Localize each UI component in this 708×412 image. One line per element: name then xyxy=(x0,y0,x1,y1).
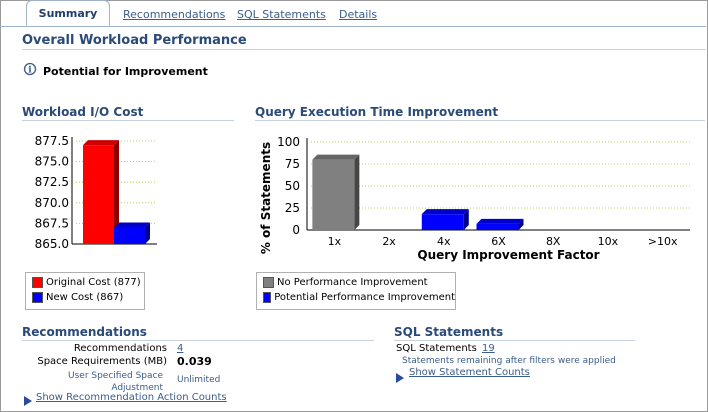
y-tick-label: 870.0 xyxy=(35,196,69,210)
query-time-bar xyxy=(312,159,355,230)
query-time-bar-top xyxy=(476,218,524,224)
query-time-bar xyxy=(421,214,464,230)
legend-label: No Performance Improvement xyxy=(277,277,428,288)
user-space-value: Unlimited xyxy=(177,375,221,385)
legend-item-potential-improvement: Potential Performance Improvement xyxy=(257,290,455,305)
original-cost-swatch xyxy=(32,277,43,288)
io-cost-bar-top xyxy=(83,140,119,146)
sql-rule xyxy=(394,340,635,341)
y-tick-label: 100 xyxy=(277,135,300,149)
sql-note: Statements remaining after filters were … xyxy=(402,356,616,366)
x-tick-label: 2x xyxy=(382,235,396,248)
y-tick-label: 877.5 xyxy=(35,134,69,148)
query-time-rule xyxy=(255,120,705,121)
tab-recommendations[interactable]: Recommendations xyxy=(123,8,226,21)
query-time-bar xyxy=(476,223,519,230)
expand-arrow-icon[interactable] xyxy=(24,396,32,406)
x-axis-label: Query Improvement Factor xyxy=(417,248,599,262)
show-statement-counts-link[interactable]: Show Statement Counts xyxy=(409,367,530,378)
space-requirements-label: Space Requirements (MB) xyxy=(37,356,167,367)
io-cost-bar xyxy=(83,145,114,244)
info-icon: i xyxy=(23,62,37,76)
x-tick-label: 8X xyxy=(546,235,561,248)
show-recommendation-counts-link[interactable]: Show Recommendation Action Counts xyxy=(36,392,227,403)
expand-arrow-icon[interactable] xyxy=(396,373,404,383)
y-tick-label: 0 xyxy=(292,223,300,237)
io-cost-bar-top xyxy=(114,222,150,228)
io-cost-legend: Original Cost (877) New Cost (867) xyxy=(25,272,145,310)
potential-label: Potential for Improvement xyxy=(43,65,208,78)
y-axis-label: % of Statements xyxy=(259,142,273,254)
query-time-bar-side xyxy=(354,154,360,230)
query-time-bar-top xyxy=(421,209,469,215)
sql-statements-count-link[interactable]: 19 xyxy=(482,343,495,354)
tab-summary[interactable]: Summary xyxy=(26,0,110,26)
x-tick-label: 1x xyxy=(328,235,342,248)
io-cost-bar-side xyxy=(145,222,150,244)
space-requirements-value: 0.039 xyxy=(177,355,212,368)
query-time-legend: No Performance Improvement Potential Per… xyxy=(256,272,456,310)
io-cost-bar-side xyxy=(114,140,119,244)
query-time-title: Query Execution Time Improvement xyxy=(255,105,499,119)
y-tick-label: 50 xyxy=(285,179,300,193)
x-tick-label: 4x xyxy=(437,235,451,248)
potential-improvement-swatch xyxy=(263,292,272,303)
recommendations-title: Recommendations xyxy=(22,325,147,339)
sql-title: SQL Statements xyxy=(394,325,504,339)
io-cost-title: Workload I/O Cost xyxy=(22,105,144,119)
legend-item-no-improvement: No Performance Improvement xyxy=(257,275,455,290)
legend-item-new-cost: New Cost (867) xyxy=(26,290,144,305)
user-space-label: User Specified Space Adjustment xyxy=(68,371,163,393)
legend-label: Potential Performance Improvement xyxy=(274,292,455,303)
io-cost-bar xyxy=(114,227,145,244)
y-tick-label: 867.5 xyxy=(35,216,69,230)
x-tick-label: 10x xyxy=(598,235,619,248)
y-tick-label: 875.0 xyxy=(35,155,69,169)
y-tick-label: 872.5 xyxy=(35,175,69,189)
no-improvement-swatch xyxy=(263,277,274,288)
io-cost-rule xyxy=(22,120,234,121)
new-cost-swatch xyxy=(32,292,43,303)
query-time-bar-side xyxy=(518,218,524,230)
tab-sql-statements[interactable]: SQL Statements xyxy=(237,8,326,21)
svg-text:i: i xyxy=(28,66,32,76)
y-tick-label: 75 xyxy=(285,157,300,171)
x-tick-label: 6X xyxy=(491,235,506,248)
tab-bar: Summary Recommendations SQL Statements D… xyxy=(0,0,706,27)
query-time-bar-top xyxy=(312,154,360,160)
query-time-bar-side xyxy=(463,209,469,230)
recommendations-label: Recommendations xyxy=(73,343,167,354)
legend-label: Original Cost (877) xyxy=(46,277,141,288)
recommendations-count-link[interactable]: 4 xyxy=(177,343,184,354)
y-tick-label: 865.0 xyxy=(35,237,69,251)
tab-details[interactable]: Details xyxy=(339,8,378,21)
legend-label: New Cost (867) xyxy=(46,292,124,303)
y-tick-label: 25 xyxy=(285,201,300,215)
x-tick-label: >10x xyxy=(648,235,678,248)
overall-title: Overall Workload Performance xyxy=(22,33,247,48)
recommendations-rule xyxy=(22,340,374,341)
sql-statements-label: SQL Statements xyxy=(396,343,477,354)
overall-rule xyxy=(22,49,706,50)
legend-item-original-cost: Original Cost (877) xyxy=(26,275,144,290)
